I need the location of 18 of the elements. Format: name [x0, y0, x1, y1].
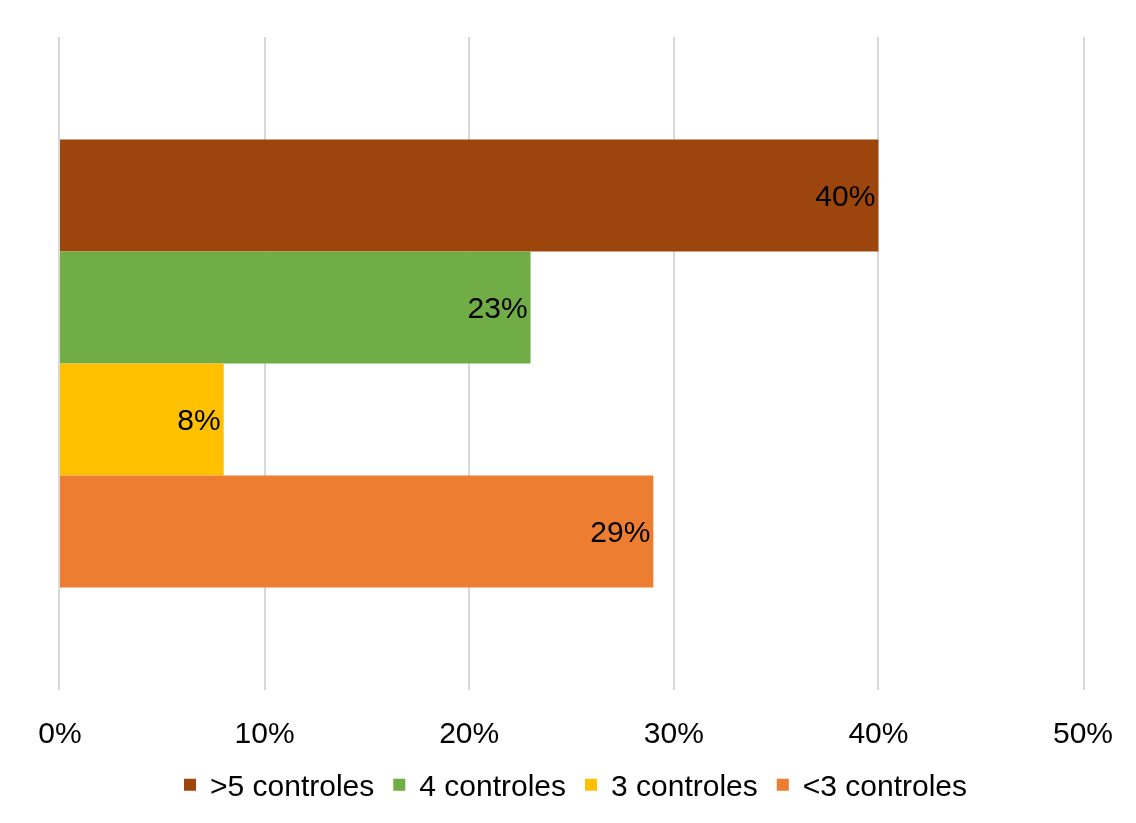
data-label: 8% [177, 402, 221, 436]
legend-label: >5 controles [210, 769, 375, 803]
data-label: 29% [590, 514, 651, 548]
bar [60, 363, 224, 476]
x-tick-label: 10% [234, 716, 295, 749]
legend-label: <3 controles [802, 769, 968, 803]
data-label: 40% [815, 179, 876, 213]
bar [60, 251, 531, 364]
legend-label: 4 controles [419, 769, 567, 803]
x-tick-label: 0% [38, 716, 82, 749]
legend-label: 3 controles [611, 769, 758, 803]
data-label: 23% [467, 291, 528, 325]
bar [60, 475, 654, 588]
x-tick-label: 20% [439, 716, 500, 749]
bar [60, 139, 879, 252]
x-tick-label: 40% [848, 716, 909, 749]
x-tick-label: 50% [1052, 716, 1114, 749]
x-tick-label: 30% [643, 716, 704, 749]
